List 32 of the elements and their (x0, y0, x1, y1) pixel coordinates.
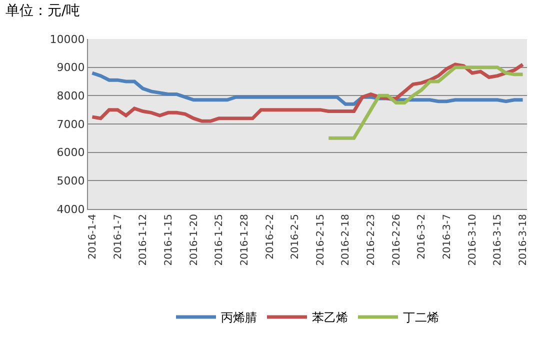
x-tick-label: 2016-3-18 (518, 214, 530, 266)
line-series (90, 62, 525, 123)
x-tick-label: 2016-2-15 (315, 214, 326, 266)
x-tick-label: 2016-2-18 (340, 214, 352, 266)
x-tick-label: 2016-2-2 (264, 214, 276, 260)
y-tick-label: 4000 (56, 202, 85, 216)
legend-label: 丙烯腈 (221, 310, 257, 325)
x-tick-label: 2016-1-20 (188, 214, 200, 266)
legend-label: 丁二烯 (403, 310, 439, 325)
x-tick-label: 2016-3-15 (492, 214, 504, 266)
y-tick-label: 5000 (56, 174, 85, 188)
x-tick-label: 2016-3-7 (442, 214, 454, 260)
x-tick-label: 2016-1-12 (138, 214, 150, 266)
x-tick-label: 2016-1-4 (87, 214, 98, 260)
chart-title: 单位：元/吨 (5, 2, 80, 19)
line-series (326, 66, 525, 140)
x-tick-label: 2016-2-23 (366, 214, 378, 266)
x-tick-label: 2016-1-15 (163, 214, 174, 266)
y-tick-label: 6000 (56, 146, 85, 160)
x-tick-label: 2016-2-5 (290, 214, 302, 260)
x-tick-label: 2016-1-25 (214, 214, 226, 266)
x-tick-label: 2016-1-7 (112, 214, 124, 260)
legend-label: 苯乙烯 (312, 310, 348, 325)
x-tick-label: 2016-2-26 (391, 214, 402, 266)
x-tick-label: 2016-3-2 (416, 214, 428, 260)
y-tick-label: 10000 (50, 32, 85, 46)
line-series (90, 71, 525, 106)
y-tick-label: 8000 (56, 90, 85, 103)
y-tick-label: 7000 (56, 118, 85, 131)
x-tick-label: 2016-3-10 (467, 214, 478, 266)
y-tick-label: 9000 (56, 61, 85, 74)
x-tick-label: 2016-1-28 (239, 214, 250, 266)
